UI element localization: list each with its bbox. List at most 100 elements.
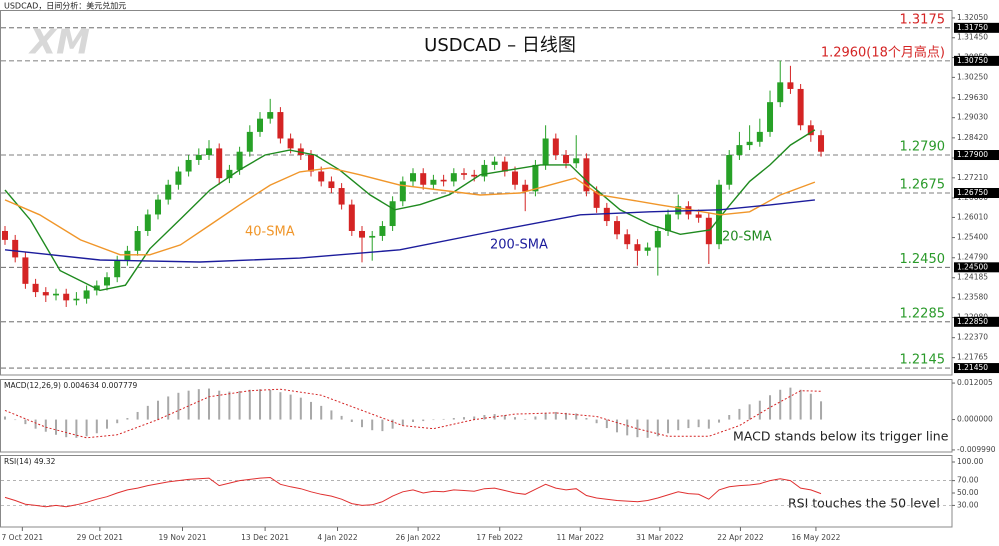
macd-bar xyxy=(636,419,639,438)
candle-body xyxy=(124,250,131,261)
candle-body xyxy=(93,285,100,291)
signal-line xyxy=(4,388,822,439)
macd-annotation: MACD stands below its trigger line xyxy=(733,429,949,444)
macd-bar xyxy=(95,419,98,434)
macd-bar xyxy=(208,388,211,420)
macd-bar xyxy=(269,389,272,420)
macd-bar xyxy=(677,419,680,431)
level-label: 1.2790 xyxy=(900,140,946,155)
macd-bar xyxy=(452,418,455,420)
macd-bar xyxy=(748,404,751,420)
candle-body xyxy=(257,118,264,132)
candle-body xyxy=(165,184,172,200)
candle-body xyxy=(63,293,70,301)
candle-body xyxy=(42,292,49,296)
candle-body xyxy=(287,138,294,149)
macd-bar xyxy=(55,419,57,435)
candle-body xyxy=(542,138,549,165)
candle-body xyxy=(134,230,141,251)
macd-bar xyxy=(769,395,772,420)
y-tick-label: 1.22370 xyxy=(957,333,988,342)
candle-body xyxy=(522,184,529,192)
y-tick-label: 0.012005 xyxy=(957,378,993,387)
macd-bar xyxy=(157,400,160,420)
macd-bar xyxy=(340,415,343,420)
candle-body xyxy=(246,131,253,152)
candle-body xyxy=(267,112,274,119)
level-tag: 1.30750 xyxy=(957,56,988,65)
candle-body xyxy=(644,247,651,251)
candle-body xyxy=(746,141,753,146)
y-tick-label: 1.27210 xyxy=(957,173,988,182)
candle-body xyxy=(175,171,182,185)
candle-body xyxy=(338,188,345,205)
macd-bar xyxy=(289,394,292,420)
y-tick-label: 1.30250 xyxy=(957,72,988,81)
macd-bar xyxy=(656,419,659,437)
macd-bar xyxy=(575,413,578,420)
level-label: 1.2960(18个月高点) xyxy=(821,44,945,60)
level-tag-box xyxy=(954,262,999,273)
macd-bar xyxy=(34,419,37,429)
rsi-annotation: RSI touches the 50 level xyxy=(788,496,940,511)
macd-bar xyxy=(177,392,180,420)
macd-bar xyxy=(167,396,170,420)
candle-body xyxy=(144,214,151,231)
level-tag-box xyxy=(954,22,999,33)
candle-body xyxy=(756,131,763,142)
candle-body xyxy=(206,148,213,156)
candle-body xyxy=(410,173,417,182)
candle-body xyxy=(195,155,202,160)
y-tick-label: 1.31450 xyxy=(957,33,988,42)
y-tick-label: 1.29030 xyxy=(957,113,988,122)
y-tick-label: 100.00 xyxy=(957,457,983,466)
macd-bar xyxy=(463,417,466,420)
candle-body xyxy=(603,207,610,222)
macd-bar xyxy=(279,392,282,420)
macd-bar xyxy=(228,391,231,420)
macd-bar xyxy=(44,419,47,432)
macd-bar xyxy=(595,419,598,424)
macd-bar xyxy=(544,412,547,420)
macd-bar xyxy=(514,417,517,420)
sma-line xyxy=(4,129,816,292)
y-tick-label: 70.00 xyxy=(957,476,979,485)
x-tick-label: 29 Oct 2021 xyxy=(77,533,124,542)
candle-body xyxy=(450,173,457,182)
x-tick-label: 11 Mar 2022 xyxy=(557,533,605,542)
macd-bar xyxy=(687,419,690,429)
macd-bar xyxy=(218,390,221,420)
subtitle: USDCAD，日间分析：美元兑加元 xyxy=(4,1,126,11)
candle-body xyxy=(328,181,335,189)
macd-bar xyxy=(3,416,6,420)
level-tag-box xyxy=(954,187,999,198)
macd-bar xyxy=(248,389,251,420)
candle-body xyxy=(818,135,825,152)
y-tick-label: 1.28420 xyxy=(957,133,988,142)
logo: XM xyxy=(28,23,90,63)
candle-body xyxy=(430,179,437,185)
candle-body xyxy=(1,230,8,240)
candle-body xyxy=(614,221,621,235)
x-tick-label: 16 May 2022 xyxy=(791,533,840,542)
macd-bar xyxy=(820,401,823,420)
sma-label: 200-SMA xyxy=(490,238,548,253)
macd-bar xyxy=(626,419,629,436)
macd-bar xyxy=(565,412,568,420)
level-tag: 1.31750 xyxy=(957,23,988,32)
macd-bar xyxy=(646,419,649,438)
level-tag-box xyxy=(954,363,999,374)
candle-body xyxy=(22,257,29,284)
candle-body xyxy=(471,174,478,177)
candle-body xyxy=(32,283,39,293)
candle-body xyxy=(308,155,315,172)
candle-body xyxy=(797,88,804,126)
candle-body xyxy=(552,138,559,156)
candle-body xyxy=(593,191,600,208)
macd-bar xyxy=(85,419,88,437)
level-label: 1.2450 xyxy=(900,252,946,267)
macd-bar xyxy=(483,414,486,420)
candle-body xyxy=(440,179,447,182)
